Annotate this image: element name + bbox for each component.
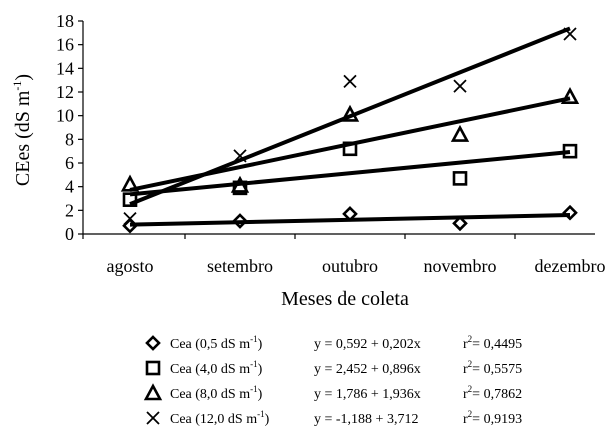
legend-equation: y = 2,452 + 0,896x	[314, 362, 421, 377]
legend: Cea (0,5 dS m-1) y = 0,592 + 0,202x r2= 0,…	[143, 334, 522, 427]
x-tick-label: outubro	[322, 256, 378, 276]
data-point-series-4	[233, 149, 247, 163]
y-tick-label: 8	[65, 129, 74, 149]
x-axis-title: Meses de coleta	[281, 288, 409, 310]
x-tick-label: dezembro	[535, 256, 606, 276]
data-point-series-1	[342, 206, 358, 222]
y-axis-title-close: )	[12, 74, 34, 81]
legend-marker-series-3	[143, 383, 163, 401]
legend-label: Cea (8,0 dS m-1)	[170, 384, 263, 402]
data-point-series-3	[560, 86, 580, 105]
legend-marker-series-2	[145, 360, 161, 376]
legend-r2: r2= 0,4495	[463, 334, 522, 352]
data-point-series-4	[563, 27, 577, 41]
legend-label: Cea (4,0 dS m-1)	[170, 359, 263, 377]
data-point-series-2	[122, 192, 138, 207]
y-axis-title-main: CEes (dS m	[12, 90, 34, 186]
legend-r2: r2= 0,5575	[463, 359, 522, 377]
data-point-series-3	[450, 124, 470, 142]
x-ticks: agosto setembro outubro novembro dezembro	[82, 234, 606, 276]
y-axis-title-sup: -1	[10, 81, 24, 91]
axes	[82, 21, 595, 235]
y-tick-label: 6	[65, 153, 74, 173]
data-point-series-1	[562, 204, 578, 221]
data-points	[120, 27, 580, 234]
y-tick-label: 10	[56, 106, 74, 126]
y-tick-label: 14	[56, 58, 74, 78]
data-point-series-3	[120, 174, 140, 192]
y-axis-title: CEes (dS m-1)	[10, 74, 34, 186]
y-ticks: 0 2 4 6 8 10 12 14 16 18	[56, 11, 83, 244]
legend-equation: y = 1,786 + 1,936x	[314, 387, 421, 402]
y-tick-label: 4	[65, 177, 74, 197]
legend-equation: y = -1,188 + 3,712	[314, 412, 418, 427]
data-point-series-1	[452, 215, 468, 232]
data-point-series-1	[232, 213, 248, 229]
y-tick-label: 12	[56, 82, 74, 102]
y-tick-label: 16	[56, 35, 74, 55]
legend-label: Cea (0,5 dS m-1)	[170, 334, 263, 352]
legend-r2: r2= 0,7862	[463, 384, 522, 402]
data-point-series-2	[452, 171, 468, 186]
legend-equation: y = 0,592 + 0,202x	[314, 337, 421, 352]
data-point-series-3	[230, 175, 250, 193]
trendline-series-4	[129, 26, 571, 206]
trendlines	[129, 26, 571, 227]
y-tick-label: 18	[56, 11, 74, 31]
legend-marker-series-1	[145, 335, 161, 351]
legend-r2: r2= 0,9193	[463, 409, 522, 427]
legend-label: Cea (12,0 dS m-1)	[170, 409, 270, 427]
data-point-series-4	[343, 74, 357, 88]
x-tick-label: setembro	[207, 256, 273, 276]
data-point-series-4	[123, 211, 137, 226]
legend-marker-series-4	[146, 411, 160, 425]
y-tick-label: 2	[65, 200, 74, 220]
x-tick-label: agosto	[107, 256, 154, 276]
y-tick-label: 0	[65, 224, 74, 244]
data-point-series-4	[453, 79, 467, 93]
data-point-series-1	[122, 217, 138, 234]
data-point-series-2	[342, 141, 358, 157]
trendline-series-2	[129, 149, 571, 197]
data-point-series-2	[562, 143, 578, 159]
data-point-series-3	[340, 104, 360, 122]
x-tick-label: novembro	[424, 256, 497, 276]
